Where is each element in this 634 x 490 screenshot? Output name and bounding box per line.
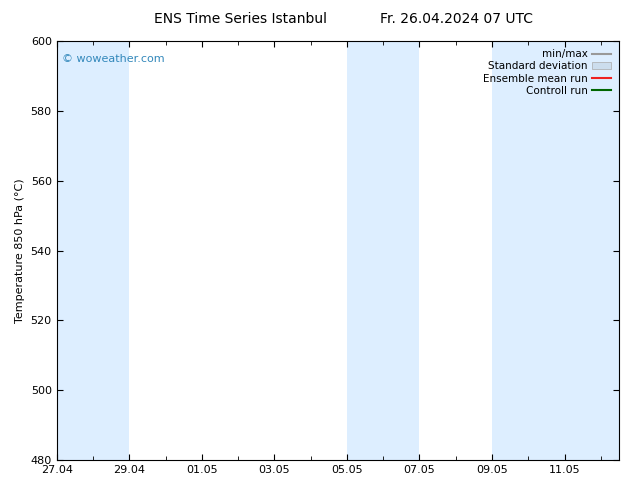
Text: ENS Time Series Istanbul: ENS Time Series Istanbul [155, 12, 327, 26]
Bar [492, 41, 619, 460]
Bar [347, 41, 420, 460]
Legend: min/max, Standard deviation, Ensemble mean run, Controll run: min/max, Standard deviation, Ensemble me… [480, 46, 614, 99]
Text: Fr. 26.04.2024 07 UTC: Fr. 26.04.2024 07 UTC [380, 12, 533, 26]
Bar [56, 41, 129, 460]
Text: © woweather.com: © woweather.com [62, 53, 165, 64]
Y-axis label: Temperature 850 hPa (°C): Temperature 850 hPa (°C) [15, 178, 25, 323]
